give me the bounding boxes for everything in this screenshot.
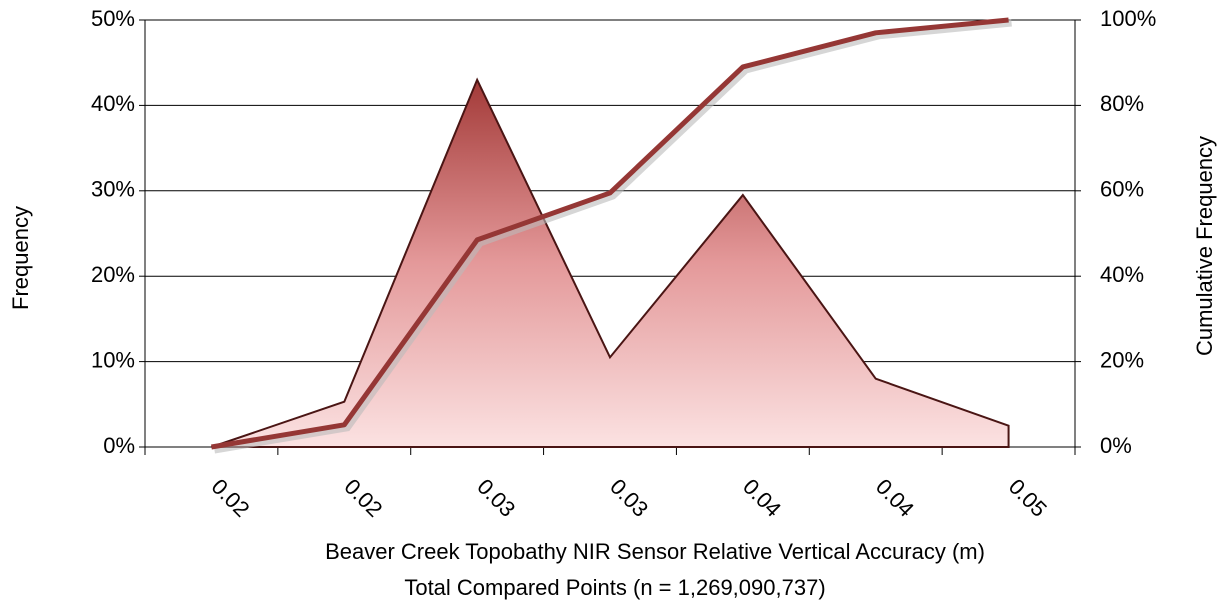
y2-tick-label: 40% bbox=[1100, 262, 1144, 287]
x-axis-label: Beaver Creek Topobathy NIR Sensor Relati… bbox=[325, 539, 985, 564]
y-tick-label: 50% bbox=[91, 6, 135, 31]
y2-tick-label: 100% bbox=[1100, 6, 1156, 31]
x-tick-label: 0.02 bbox=[207, 474, 255, 522]
y-tick-label: 30% bbox=[91, 177, 135, 202]
y2-tick-label: 20% bbox=[1100, 347, 1144, 372]
line-shadow bbox=[213, 19, 1012, 454]
x-tick-label: 0.04 bbox=[738, 474, 786, 522]
x-tick-label: 0.03 bbox=[472, 474, 520, 522]
y-tick-label: 10% bbox=[91, 347, 135, 372]
line bbox=[211, 17, 1009, 450]
x-tick-label: 0.04 bbox=[871, 474, 919, 522]
y2-tick-label: 60% bbox=[1100, 177, 1144, 202]
x-axis-label: Total Compared Points (n = 1,269,090,737… bbox=[404, 575, 825, 600]
y2-tick-label: 0% bbox=[1100, 433, 1132, 458]
x-tick-label: 0.03 bbox=[605, 474, 653, 522]
y2-tick-label: 80% bbox=[1100, 91, 1144, 116]
y2-axis-label: Cumulative Frequency bbox=[1192, 136, 1217, 356]
area bbox=[211, 77, 1010, 448]
y-tick-label: 40% bbox=[91, 91, 135, 116]
x-tick-label: 0.05 bbox=[1004, 474, 1052, 522]
y-tick-label: 20% bbox=[91, 262, 135, 287]
x-tick-label: 0.02 bbox=[339, 474, 387, 522]
y-axis-label: Frequency bbox=[8, 206, 33, 310]
y-tick-label: 0% bbox=[103, 433, 135, 458]
